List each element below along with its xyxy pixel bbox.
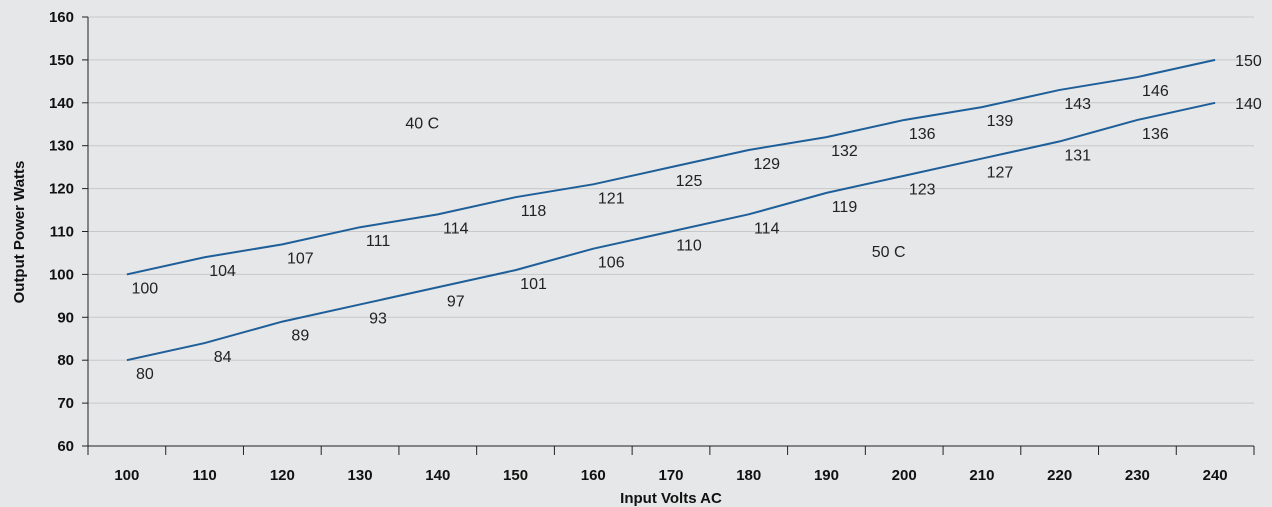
y-tick-label: 100 (49, 266, 74, 283)
data-label: 97 (447, 293, 465, 310)
axes (82, 16, 1255, 455)
y-tick-label: 110 (50, 224, 74, 241)
data-label: 104 (209, 263, 236, 280)
data-label: 114 (754, 220, 780, 237)
data-label: 139 (987, 113, 1014, 130)
data-label: 127 (987, 165, 1014, 182)
tick-labels: 60 70 80 90 100 110 120 130 140 150 160 100 110 120 13… (49, 9, 1228, 484)
data-label: 107 (287, 250, 314, 267)
data-label: 131 (1064, 147, 1091, 164)
y-tick-label: 140 (49, 95, 74, 112)
y-tick-label: 120 (49, 181, 74, 198)
series-line-2 (126, 101, 1216, 362)
y-tick-label: 160 (49, 9, 74, 26)
x-tick-label: 120 (270, 467, 295, 484)
x-tick-label: 220 (1047, 467, 1072, 484)
x-tick-label: 160 (581, 467, 606, 484)
data-label: 93 (369, 310, 387, 327)
data-label: 119 (832, 199, 858, 216)
x-tick-label: 230 (1125, 467, 1150, 484)
data-label: 84 (214, 349, 232, 366)
x-tick-label: 100 (114, 467, 139, 484)
x-tick-label: 180 (736, 467, 761, 484)
data-label: 125 (676, 173, 703, 190)
x-tick-label: 200 (892, 467, 917, 484)
data-label: 89 (291, 328, 309, 345)
series-annotation: 40 C (405, 116, 439, 133)
y-tick-label: 70 (57, 395, 74, 412)
y-tick-label: 90 (57, 309, 74, 326)
x-tick-label: 130 (348, 467, 373, 484)
data-label: 129 (753, 156, 780, 173)
data-label: 146 (1142, 83, 1169, 100)
x-tick-label: 110 (192, 467, 216, 484)
data-label: 111 (366, 233, 390, 250)
annotations: 40 C 50 C (405, 116, 905, 262)
series-line-1 (126, 58, 1216, 276)
data-label: 101 (520, 276, 547, 293)
x-tick-label: 190 (814, 467, 839, 484)
data-label: 80 (136, 366, 154, 383)
data-label: 136 (909, 126, 936, 143)
data-label: 118 (521, 203, 547, 220)
series-annotation: 50 C (872, 244, 906, 261)
x-tick-label: 210 (969, 467, 994, 484)
series-lines (126, 58, 1216, 362)
x-axis-title: Input Volts AC (620, 490, 722, 507)
data-label: 150 (1235, 53, 1262, 70)
gridlines (88, 16, 1254, 404)
data-label: 136 (1142, 126, 1169, 143)
y-tick-label: 130 (49, 138, 74, 155)
x-tick-label: 240 (1203, 467, 1228, 484)
data-label: 114 (443, 220, 469, 237)
data-labels: 100 104 107 111 114 118 121 125 129 132 136 139 143 1… (132, 53, 1262, 383)
data-label: 132 (831, 143, 858, 160)
x-tick-label: 150 (503, 467, 528, 484)
y-tick-label: 150 (49, 52, 74, 69)
data-label: 140 (1235, 96, 1262, 113)
data-label: 106 (598, 255, 625, 272)
y-tick-label: 80 (57, 352, 74, 369)
y-axis-title: Output Power Watts (11, 161, 28, 304)
data-label: 121 (598, 190, 625, 207)
x-tick-label: 140 (425, 467, 450, 484)
x-tick-label: 170 (658, 467, 683, 484)
data-label: 110 (676, 238, 702, 255)
data-label: 123 (909, 182, 936, 199)
data-label: 143 (1064, 96, 1091, 113)
data-label: 100 (132, 280, 159, 297)
y-tick-label: 60 (57, 438, 74, 455)
